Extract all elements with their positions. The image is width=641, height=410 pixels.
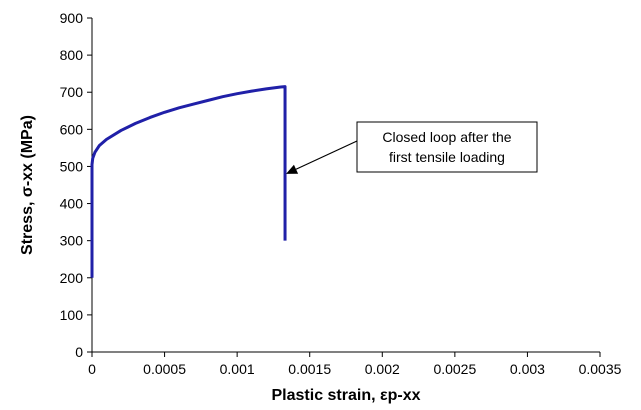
y-tick-label: 400	[60, 196, 84, 212]
y-axis: 0 100 200 300 400 500 600 700 800 900	[60, 10, 93, 360]
x-tick-label: 0.0015	[288, 361, 331, 377]
series-line	[90, 85, 287, 278]
annotation-text: Closed loop after the	[382, 129, 511, 145]
x-tick-label: 0.0005	[143, 361, 186, 377]
x-tick-label: 0.002	[365, 361, 400, 377]
y-ticks: 0 100 200 300 400 500 600 700 800 900	[60, 10, 92, 360]
annotation: Closed loop after the first tensile loadi…	[286, 121, 538, 174]
annotation-text: first tensile loading	[389, 149, 505, 165]
x-tick-label: 0	[88, 361, 96, 377]
y-tick-label: 200	[60, 270, 84, 286]
x-tick-label: 0.0025	[433, 361, 476, 377]
y-tick-label: 300	[60, 233, 84, 249]
annotation-arrow-line	[295, 140, 358, 170]
y-tick-label: 900	[60, 10, 84, 26]
x-tick-label: 0.003	[510, 361, 545, 377]
series-layer	[90, 85, 287, 278]
x-tick-label: 0.0035	[579, 361, 622, 377]
x-axis-title: Plastic strain, εp-xx	[272, 387, 421, 404]
y-tick-label: 600	[60, 121, 84, 137]
x-ticks: 0 0.0005 0.001 0.0015 0.002 0.0025 0.003 0.0035	[88, 352, 622, 377]
y-tick-label: 0	[75, 344, 83, 360]
annotation-box	[356, 121, 538, 173]
y-tick-label: 100	[60, 307, 84, 323]
x-tick-label: 0.001	[220, 361, 255, 377]
annotation-arrowhead	[286, 164, 299, 174]
y-tick-label: 800	[60, 47, 84, 63]
y-tick-label: 700	[60, 84, 84, 100]
x-axis: 0 0.0005 0.001 0.0015 0.002 0.0025 0.003 0.0035	[88, 351, 622, 377]
y-axis-title: Stress, σ-xx (MPa)	[19, 115, 36, 255]
y-tick-label: 500	[60, 158, 84, 174]
